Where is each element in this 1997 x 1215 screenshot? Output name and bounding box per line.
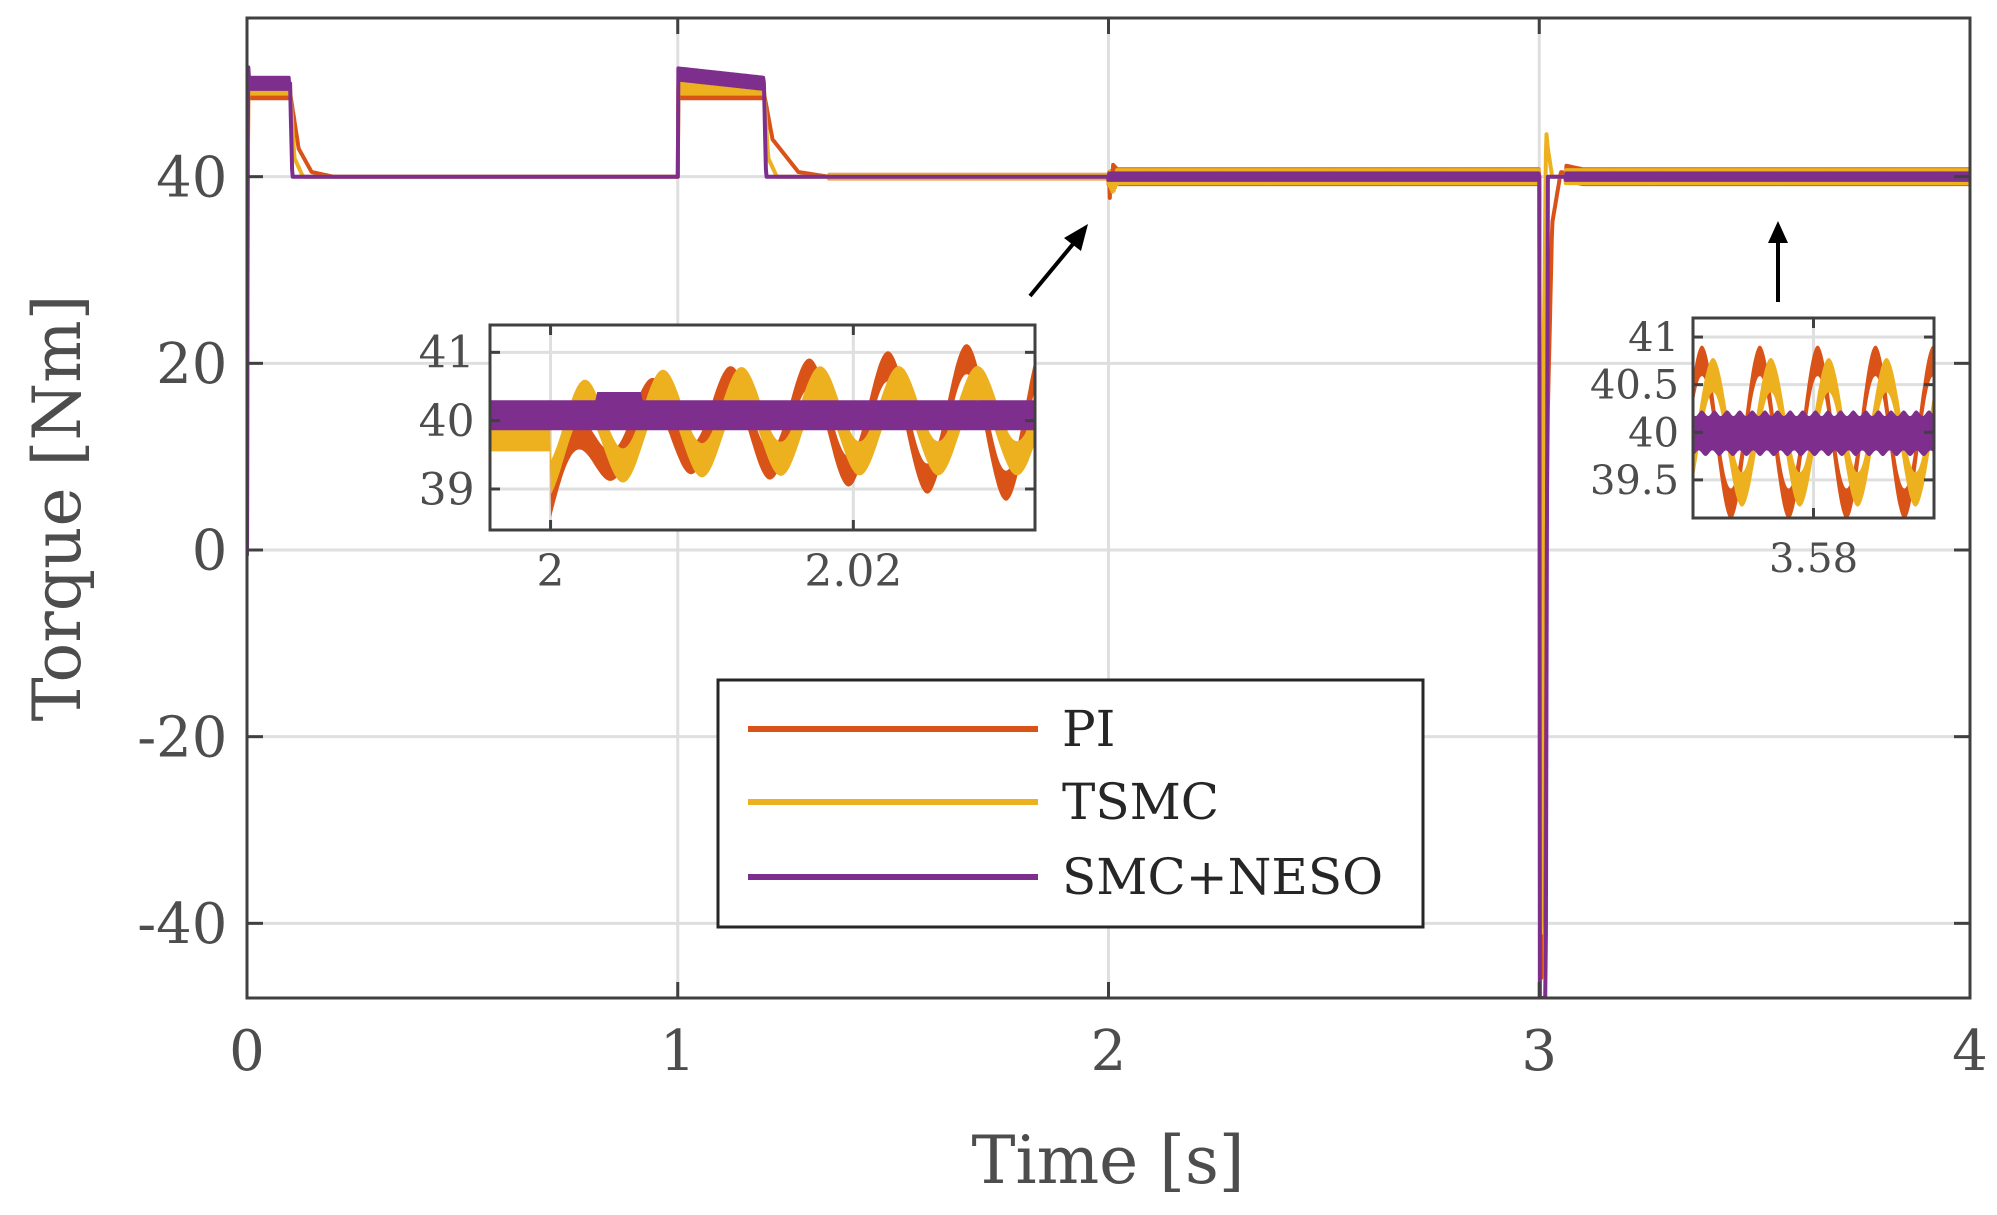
inset-1-series [490,344,1035,518]
inset-1-y-tick-label: 41 [419,328,475,379]
arrow-head-2 [1768,221,1788,243]
inset-2-y-tick-label: 40 [1628,410,1679,456]
main-ticks: 0 1 2 3 4 -40 -20 0 20 40 [137,18,1988,1084]
legend-label-smc-neso: SMC+NESO [1062,848,1383,906]
inset-1-band-smc-neso [490,392,1035,431]
inset-2-band-smc-neso [1693,410,1934,457]
inset-2-x-tick-label: 3.58 [1769,536,1858,582]
main-series-line-smc-neso [247,65,1970,998]
arrow-line-1 [1028,236,1080,298]
arrow-to-inset-1 [1028,224,1088,298]
main-y-tick-label: 0 [192,519,228,584]
legend-label-pi: PI [1062,700,1115,758]
inset-2-y-tick-label: 39.5 [1590,458,1679,504]
inset-1-x-tick-label: 2 [537,546,565,597]
inset-1-y-tick-label: 39 [419,464,475,515]
inset-2-y-tick-label: 41 [1628,315,1679,361]
inset-axes-1: 2 2.02 39 40 41 [419,323,1037,597]
arrow-head-1 [1064,224,1088,251]
main-y-tick-label: 40 [156,145,227,210]
legend: PI TSMC SMC+NESO [716,678,1425,929]
inset-2-y-tick-label: 40.5 [1590,363,1679,409]
main-x-tick-label: 0 [229,1019,265,1084]
y-axis-label: Torque [Nm] [19,295,96,722]
main-x-tick-label: 3 [1521,1019,1557,1084]
inset-2-band-pi [1693,345,1934,518]
arrow-to-inset-2 [1768,221,1788,302]
inset-1-box [488,323,1037,532]
main-x-tick-label: 2 [1091,1019,1127,1084]
inset-1-ticks: 2 2.02 39 40 41 [419,325,1035,597]
x-axis-label: Time [s] [971,1122,1244,1199]
inset-2-series [1693,345,1934,518]
main-x-tick-label: 1 [660,1019,696,1084]
inset-1-y-tick-label: 40 [419,396,475,447]
main-x-tick-label: 4 [1952,1019,1988,1084]
legend-label-tsmc: TSMC [1062,773,1219,831]
main-series [247,65,1970,998]
main-y-tick-label: -20 [137,705,227,770]
inset-1-x-tick-label: 2.02 [804,546,902,597]
main-y-tick-label: 20 [156,332,227,397]
main-y-tick-label: -40 [137,892,227,957]
